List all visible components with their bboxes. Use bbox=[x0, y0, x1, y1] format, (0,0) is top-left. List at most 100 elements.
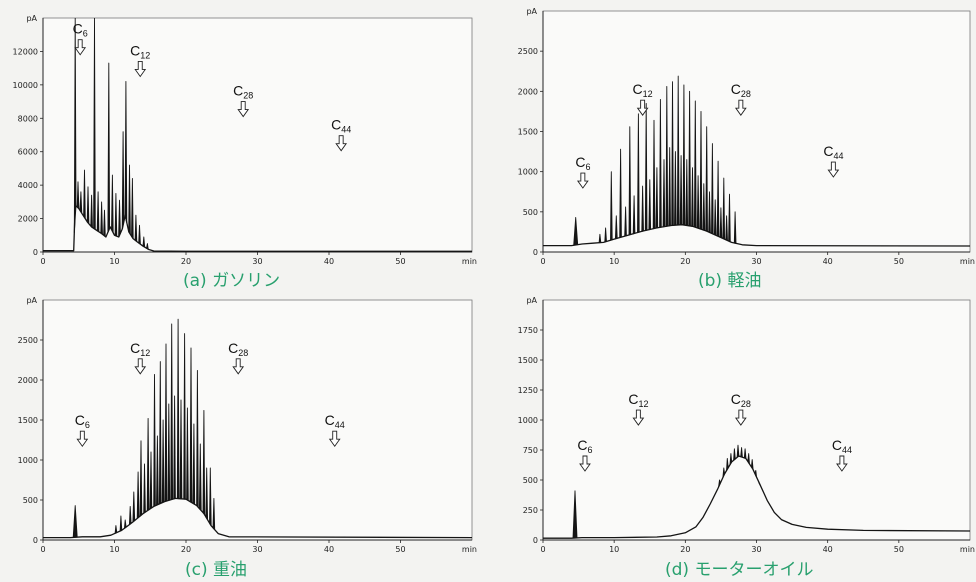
down-arrow-icon bbox=[335, 135, 348, 152]
peak bbox=[146, 243, 149, 250]
carbon-number-label: C12 bbox=[628, 391, 648, 409]
peak bbox=[96, 191, 100, 233]
peak bbox=[598, 233, 602, 244]
x-tick-label: 30 bbox=[751, 257, 761, 266]
peak bbox=[725, 215, 728, 241]
carbon-subscript: 12 bbox=[140, 51, 150, 61]
carbon-subscript: 12 bbox=[638, 399, 648, 409]
peak bbox=[132, 491, 136, 523]
peak bbox=[186, 407, 189, 502]
carbon-symbol: C bbox=[628, 391, 638, 407]
down-arrow-icon bbox=[576, 172, 589, 189]
peak bbox=[702, 183, 706, 231]
peak bbox=[733, 211, 737, 244]
carbon-symbol: C bbox=[731, 81, 741, 97]
peak bbox=[73, 18, 77, 233]
peak bbox=[733, 448, 736, 461]
peak bbox=[176, 318, 180, 500]
y-tick-label: 6000 bbox=[18, 148, 38, 157]
chart-panel-motor-oil: 0 250 500 750 1000 1250 1500 1750 0 10 20 30 40 50 min… bbox=[518, 296, 975, 554]
carbon-number-label: C12 bbox=[130, 43, 150, 61]
peak bbox=[142, 236, 146, 248]
peak bbox=[679, 155, 683, 226]
peak bbox=[118, 199, 121, 238]
peak bbox=[652, 119, 656, 230]
y-tick-label: 10000 bbox=[13, 81, 38, 90]
x-tick-label: 30 bbox=[751, 545, 761, 554]
x-tick-label: 10 bbox=[609, 545, 619, 554]
x-tick-label: 20 bbox=[181, 545, 191, 554]
x-tick-label: 0 bbox=[540, 257, 545, 266]
down-arrow-icon bbox=[232, 358, 245, 375]
y-tick-label: 500 bbox=[523, 476, 538, 485]
peak bbox=[728, 193, 731, 243]
peak bbox=[131, 178, 134, 240]
carbon-number-label: C6 bbox=[73, 21, 88, 39]
y-tick-label: 0 bbox=[533, 248, 538, 257]
peak bbox=[202, 409, 206, 516]
peak bbox=[209, 467, 212, 527]
carbon-symbol: C bbox=[575, 154, 585, 170]
peak bbox=[128, 164, 131, 235]
peak bbox=[83, 169, 86, 220]
y-tick-label: 0 bbox=[533, 536, 538, 545]
y-tick-label: 1000 bbox=[518, 416, 538, 425]
peak bbox=[212, 497, 216, 531]
carbon-number-label: C28 bbox=[731, 81, 751, 99]
y-tick-label: 1500 bbox=[518, 356, 538, 365]
peak bbox=[100, 201, 103, 235]
x-tick-label: 50 bbox=[894, 545, 904, 554]
y-tick-label: 12000 bbox=[13, 47, 38, 56]
peak bbox=[632, 195, 636, 235]
carbon-subscript: 28 bbox=[243, 91, 253, 101]
caption-heavy-oil: (c) 重油 bbox=[185, 560, 248, 580]
y-tick-label: 1500 bbox=[518, 128, 538, 137]
peak bbox=[90, 194, 93, 228]
peak bbox=[736, 444, 740, 458]
peak bbox=[708, 191, 711, 234]
x-axis-unit-label: min bbox=[462, 545, 477, 554]
x-tick-label: 10 bbox=[109, 545, 119, 554]
peak bbox=[719, 207, 723, 239]
carbon-subscript: 28 bbox=[238, 348, 248, 358]
peak bbox=[718, 479, 721, 488]
peak bbox=[161, 419, 165, 504]
caption-diesel: (b) 軽油 bbox=[698, 271, 762, 291]
carbon-symbol: C bbox=[633, 81, 643, 97]
peak bbox=[196, 369, 199, 508]
down-arrow-icon bbox=[237, 101, 250, 118]
y-tick-label: 0 bbox=[33, 248, 38, 257]
x-tick-label: 30 bbox=[252, 545, 262, 554]
carbon-subscript: 12 bbox=[643, 89, 653, 99]
y-axis-unit-label: pA bbox=[26, 296, 37, 305]
peak bbox=[572, 490, 578, 539]
x-tick-label: 0 bbox=[40, 257, 45, 266]
peak bbox=[205, 467, 209, 521]
carbon-number-label: C44 bbox=[331, 117, 351, 135]
peak bbox=[86, 186, 90, 225]
chromatogram-trace bbox=[43, 318, 472, 539]
peak bbox=[124, 81, 128, 224]
peak bbox=[722, 467, 726, 478]
down-arrow-icon bbox=[134, 61, 147, 78]
carbon-number-label: C44 bbox=[325, 412, 345, 430]
peak bbox=[726, 457, 729, 472]
peak bbox=[648, 179, 652, 231]
y-tick-label: 2000 bbox=[18, 376, 38, 385]
peak bbox=[93, 18, 96, 230]
peak bbox=[668, 147, 671, 227]
peak bbox=[164, 343, 168, 502]
y-tick-label: 1000 bbox=[18, 456, 38, 465]
carbon-symbol: C bbox=[233, 83, 243, 99]
y-tick-label: 2500 bbox=[18, 336, 38, 345]
y-axis-unit-label: pA bbox=[526, 296, 537, 305]
carbon-subscript: 6 bbox=[585, 162, 590, 172]
peak bbox=[79, 191, 83, 214]
peak bbox=[713, 199, 717, 236]
plot-area bbox=[542, 299, 971, 541]
peak bbox=[665, 86, 669, 227]
y-tick-label: 1500 bbox=[18, 416, 38, 425]
carbon-subscript: 44 bbox=[842, 445, 852, 455]
x-tick-label: 20 bbox=[680, 257, 690, 266]
